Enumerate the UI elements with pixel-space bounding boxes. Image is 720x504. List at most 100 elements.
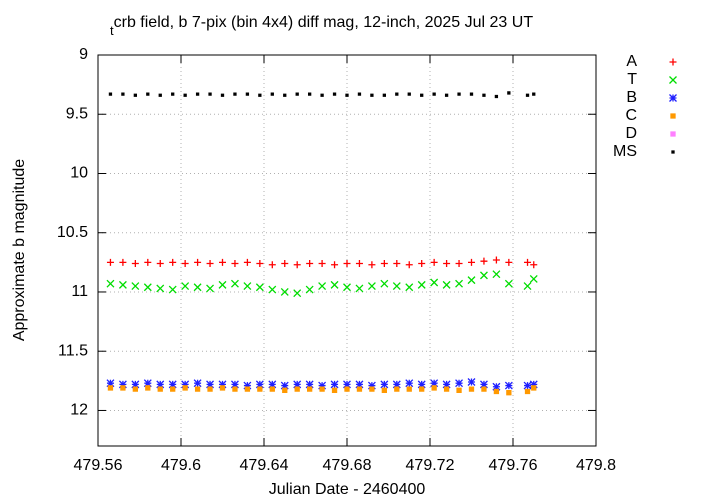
data-point bbox=[381, 387, 387, 393]
legend-marker bbox=[670, 113, 676, 119]
data-point bbox=[420, 93, 424, 97]
data-point bbox=[119, 258, 127, 266]
data-point bbox=[318, 381, 327, 390]
data-point bbox=[392, 380, 401, 389]
data-point bbox=[417, 380, 426, 389]
data-point bbox=[369, 386, 375, 392]
data-point bbox=[343, 283, 351, 292]
data-point bbox=[233, 92, 237, 96]
data-point bbox=[158, 93, 162, 97]
data-point bbox=[455, 379, 464, 388]
data-point bbox=[529, 274, 538, 283]
data-point bbox=[479, 271, 488, 280]
data-point bbox=[531, 385, 537, 391]
data-point bbox=[118, 380, 127, 389]
data-point bbox=[108, 92, 113, 96]
data-point bbox=[218, 380, 227, 389]
data-point bbox=[218, 280, 227, 289]
data-point bbox=[232, 386, 238, 392]
data-point bbox=[282, 387, 288, 393]
data-point bbox=[306, 260, 314, 268]
data-point bbox=[368, 261, 376, 269]
data-point bbox=[331, 261, 339, 269]
data-point bbox=[380, 260, 388, 268]
data-point bbox=[407, 92, 411, 96]
data-point bbox=[356, 386, 363, 392]
data-point bbox=[523, 381, 532, 390]
plot-border bbox=[97, 54, 597, 447]
x-tick-label: 479.76 bbox=[489, 457, 538, 474]
data-point bbox=[143, 379, 152, 388]
data-point bbox=[168, 285, 177, 294]
data-point bbox=[269, 386, 275, 392]
data-point bbox=[430, 379, 439, 388]
data-point bbox=[120, 385, 126, 391]
legend-marker bbox=[669, 76, 677, 84]
data-point bbox=[524, 258, 532, 266]
data-point bbox=[143, 283, 152, 292]
data-point bbox=[145, 385, 151, 391]
data-point bbox=[283, 93, 287, 97]
data-point bbox=[268, 261, 276, 269]
data-point bbox=[468, 386, 475, 392]
data-point bbox=[357, 92, 362, 96]
data-point bbox=[393, 260, 401, 268]
chart-title: tcrb field, b 7-pix (bin 4x4) diff mag, … bbox=[110, 14, 533, 38]
data-point bbox=[220, 93, 225, 97]
data-point bbox=[344, 386, 350, 392]
data-point bbox=[506, 390, 512, 396]
data-point bbox=[208, 92, 212, 96]
legend-label: A bbox=[626, 53, 637, 70]
data-point bbox=[132, 386, 138, 392]
data-point bbox=[171, 92, 175, 96]
data-point bbox=[504, 279, 513, 288]
data-point bbox=[168, 380, 177, 389]
data-point bbox=[131, 380, 140, 389]
data-point bbox=[455, 279, 464, 288]
data-point bbox=[431, 385, 437, 391]
legend-marker bbox=[669, 94, 677, 102]
data-point bbox=[243, 282, 252, 291]
data-point bbox=[305, 380, 314, 389]
data-point bbox=[417, 280, 426, 289]
data-point bbox=[131, 260, 139, 268]
data-point bbox=[243, 381, 252, 390]
data-point bbox=[468, 258, 475, 266]
data-point bbox=[330, 380, 339, 389]
data-point bbox=[245, 92, 250, 96]
data-point bbox=[207, 386, 213, 392]
y-tick-label: 10 bbox=[70, 165, 88, 182]
y-tick-label: 10.5 bbox=[57, 224, 88, 241]
data-point bbox=[529, 380, 538, 389]
data-point bbox=[467, 276, 476, 285]
data-point bbox=[183, 93, 187, 97]
data-point bbox=[525, 93, 530, 97]
data-point bbox=[380, 380, 389, 389]
x-tick-label: 479.68 bbox=[323, 457, 372, 474]
data-point bbox=[442, 280, 451, 289]
data-point bbox=[505, 258, 513, 266]
data-point bbox=[280, 288, 289, 296]
data-point bbox=[193, 379, 202, 388]
data-point bbox=[156, 260, 164, 268]
data-point bbox=[107, 385, 114, 391]
data-point bbox=[293, 380, 302, 389]
data-point bbox=[330, 280, 339, 289]
data-point bbox=[492, 256, 500, 264]
data-point bbox=[523, 282, 532, 291]
data-point bbox=[442, 380, 451, 389]
y-tick-label: 9.5 bbox=[66, 105, 88, 122]
data-point bbox=[405, 261, 413, 269]
data-point bbox=[181, 380, 190, 389]
data-point bbox=[370, 93, 374, 97]
x-tick-label: 479.6 bbox=[161, 457, 201, 474]
data-point bbox=[181, 282, 190, 291]
data-point bbox=[430, 278, 439, 287]
data-point bbox=[319, 386, 325, 392]
data-point bbox=[418, 260, 426, 268]
data-point bbox=[230, 279, 239, 288]
data-point bbox=[182, 385, 188, 391]
data-point bbox=[270, 92, 274, 96]
title-prefix: t bbox=[110, 23, 114, 38]
